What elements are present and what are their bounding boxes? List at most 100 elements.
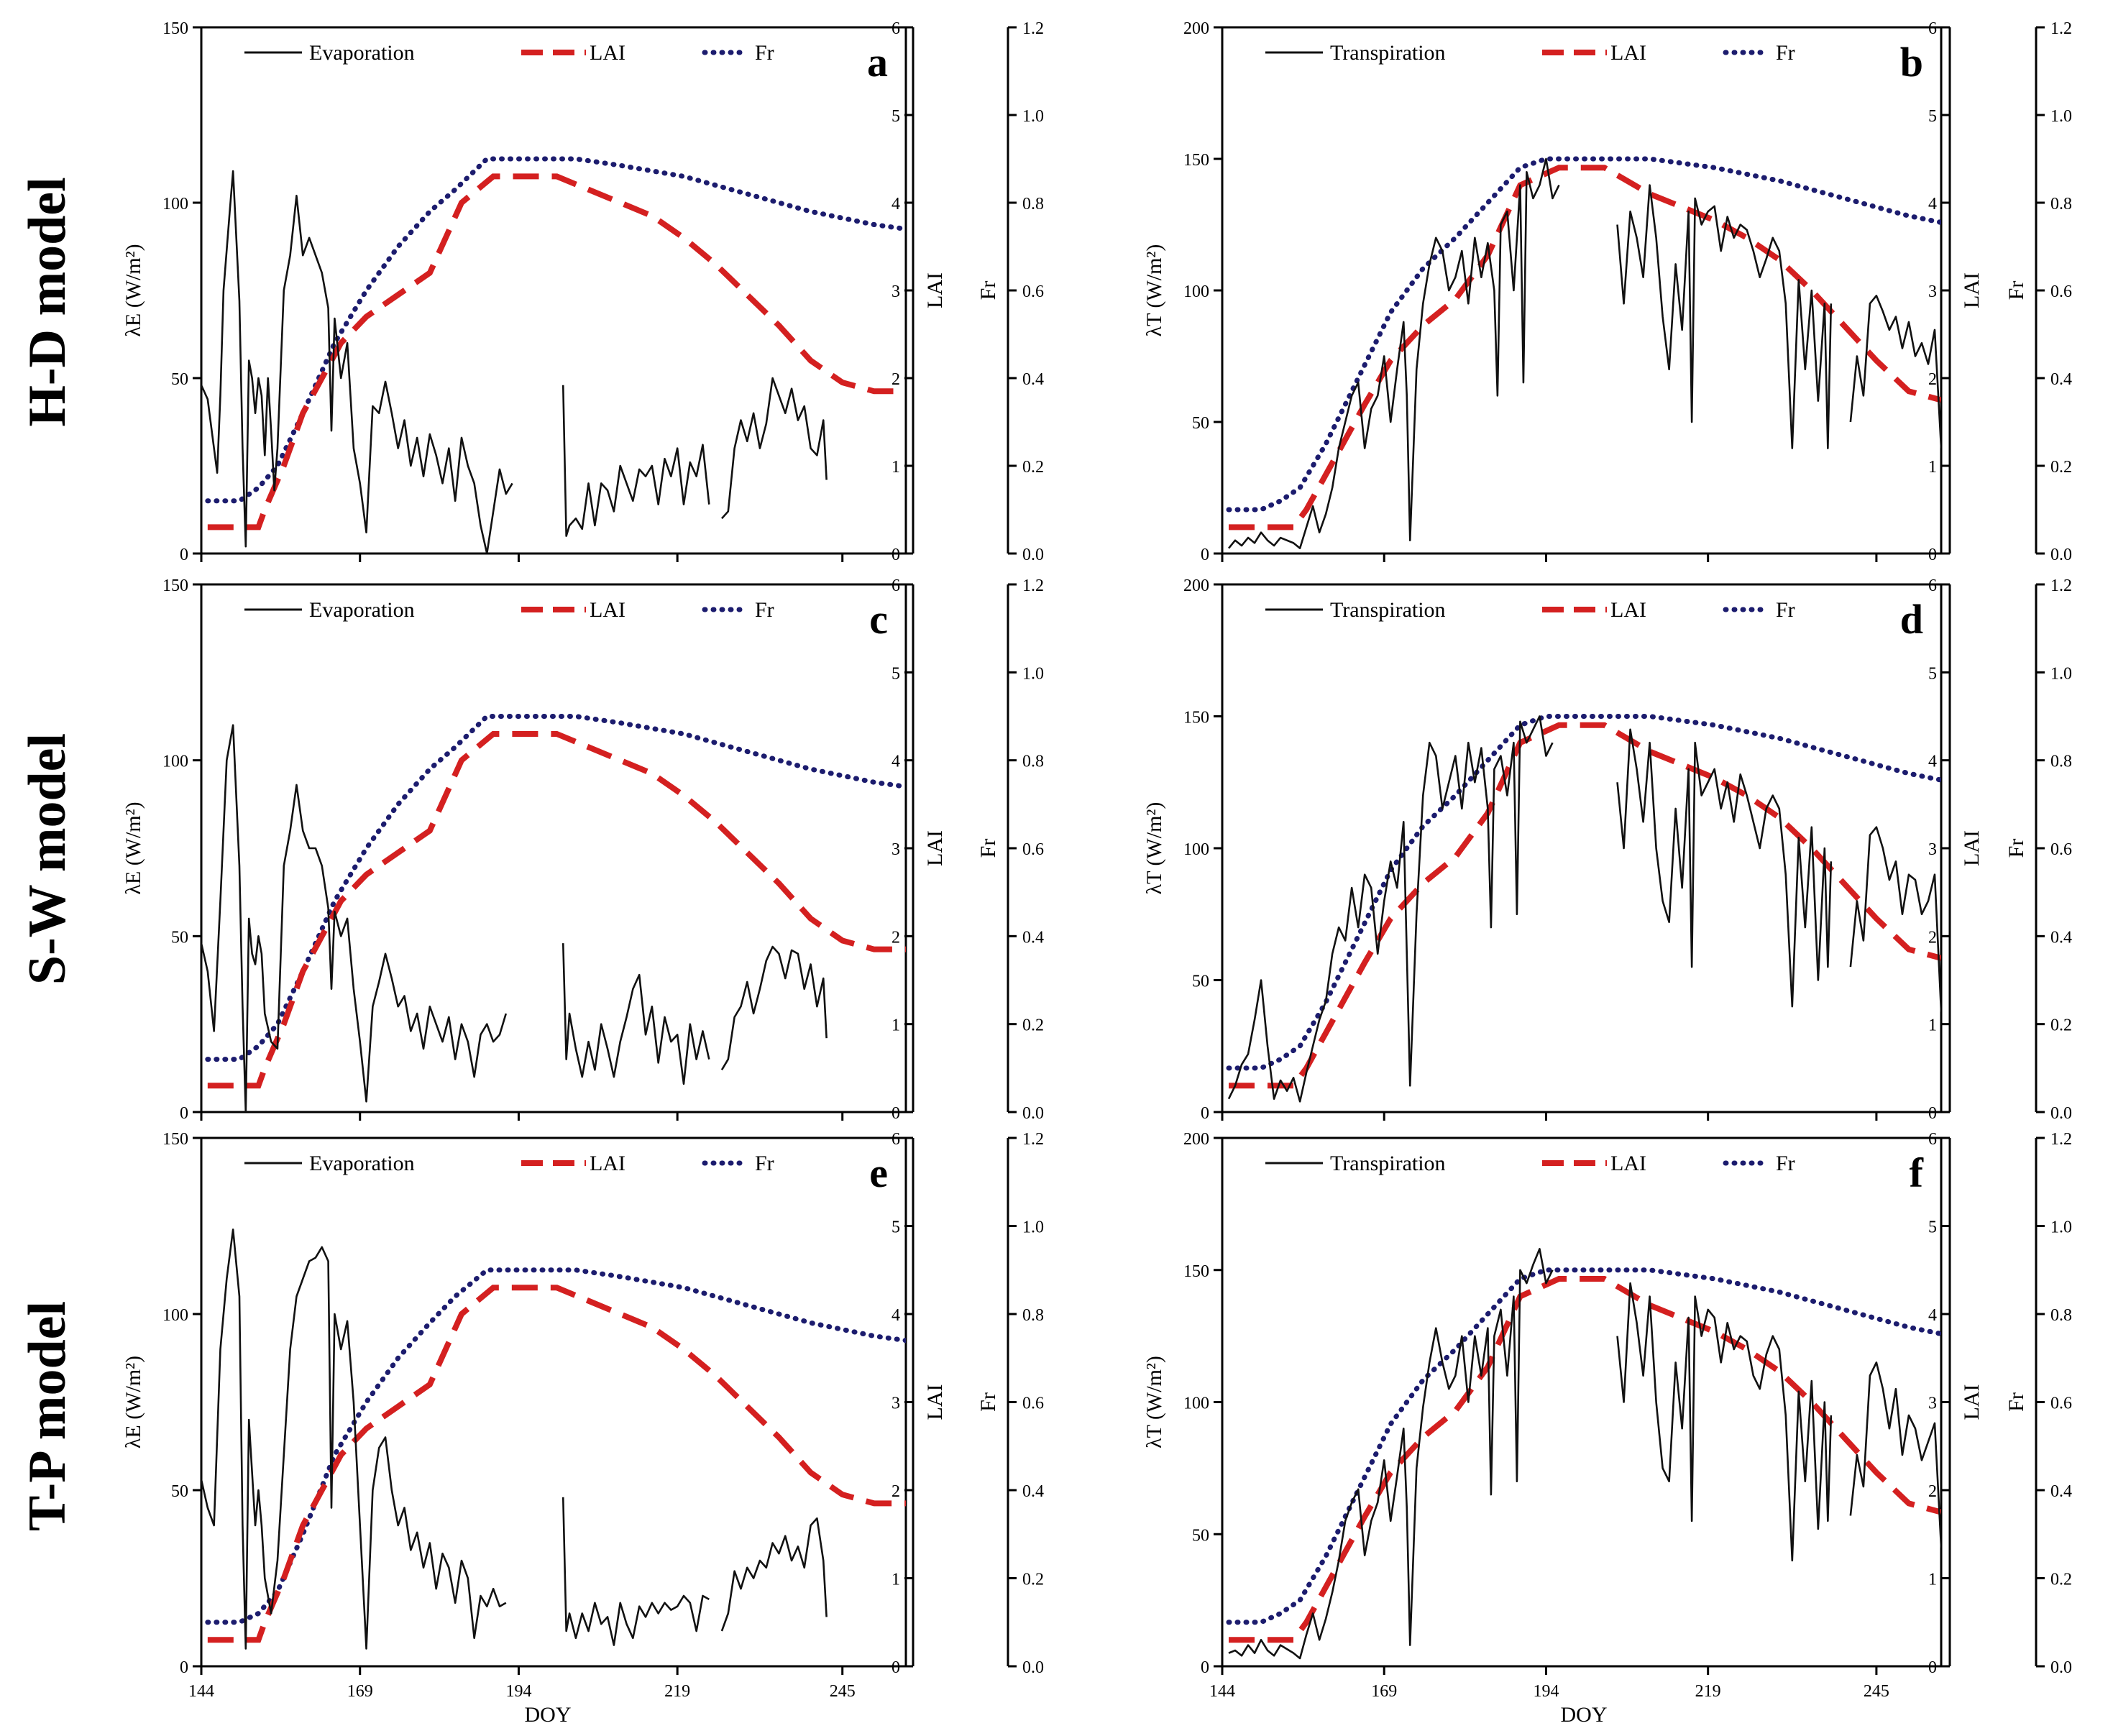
flux-series-line-segment-2 bbox=[1616, 728, 1833, 1008]
y-tick-label: 100 bbox=[1183, 840, 1209, 859]
lai-tick-label: 1 bbox=[1928, 1571, 1937, 1589]
fr-tick-label: 0.4 bbox=[2050, 370, 2072, 389]
fr-tick-label: 0.6 bbox=[1022, 840, 1044, 859]
y-tick-label: 50 bbox=[1192, 1526, 1209, 1545]
flux-series-line-segment-3 bbox=[1849, 1361, 1941, 1548]
legend-fr-label: Fr bbox=[1776, 41, 1795, 65]
x-axis-title-right: DOY bbox=[1561, 1703, 1608, 1727]
flux-series-line-segment-1 bbox=[201, 724, 508, 1112]
lai-tick-label: 4 bbox=[892, 753, 900, 771]
lai-tick-label: 2 bbox=[892, 928, 900, 947]
legend-lai-label: LAI bbox=[590, 598, 625, 622]
x-tick-label: 219 bbox=[1695, 1682, 1721, 1701]
lai-tick-label: 5 bbox=[1928, 664, 1937, 683]
flux-series-line-segment-2 bbox=[1616, 184, 1833, 449]
fr-tick-label: 0.8 bbox=[1022, 1306, 1044, 1325]
fr-tick-label: 1.0 bbox=[2050, 664, 2072, 683]
plot-area bbox=[201, 156, 906, 554]
legend-flux-label: Evaporation bbox=[309, 41, 415, 65]
fr-tick-label: 0.4 bbox=[1022, 928, 1044, 947]
row-label-sw: S-W model bbox=[18, 733, 77, 985]
lai-tick-label: 3 bbox=[1928, 1395, 1937, 1413]
y-tick-label: 50 bbox=[1192, 973, 1209, 991]
y-tick-label: 150 bbox=[162, 1130, 188, 1149]
x-tick-label: 194 bbox=[505, 1682, 531, 1701]
fr-tick-label: 0.0 bbox=[2050, 546, 2072, 564]
x-tick-label: 245 bbox=[830, 1682, 856, 1701]
lai-tick-label: 6 bbox=[1928, 577, 1937, 595]
plot-area bbox=[1226, 1248, 1941, 1660]
y-tick-label: 100 bbox=[162, 1306, 188, 1325]
lai-tick-label: 0 bbox=[1928, 1104, 1937, 1123]
lai-tick-label: 2 bbox=[1928, 1482, 1937, 1501]
flux-series-line-segment-2 bbox=[562, 1497, 710, 1646]
lai-tick-label: 6 bbox=[892, 577, 900, 595]
flux-series-line-segment-1 bbox=[1228, 1248, 1554, 1660]
panel-d: 0 50 100 150 200 λT (W/m²) 0 1 2 3 4 5 6 LAI 0.0 0.2 0.4… bbox=[1142, 577, 2072, 1123]
y-tick-label: 50 bbox=[171, 928, 188, 947]
lai-axis-title: LAI bbox=[923, 1384, 947, 1420]
y-axis-title: λT (W/m²) bbox=[1142, 244, 1166, 337]
flux-series-line-segment-3 bbox=[1849, 295, 1941, 449]
panel-letter: d bbox=[1900, 596, 1923, 643]
fr-tick-label: 0.4 bbox=[1022, 1482, 1044, 1501]
panel-b: 0 50 100 150 200 λT (W/m²) 0 1 2 3 4 5 6 LAI 0.0 0.2 0.4… bbox=[1142, 19, 2072, 564]
plot-area bbox=[1226, 156, 1941, 549]
fr-tick-label: 1.0 bbox=[1022, 107, 1044, 126]
x-tick-label: 144 bbox=[188, 1682, 214, 1701]
lai-tick-label: 6 bbox=[892, 1130, 900, 1149]
lai-tick-label: 5 bbox=[1928, 107, 1937, 126]
y-tick-label: 200 bbox=[1183, 577, 1209, 595]
y-axis-title: λE (W/m²) bbox=[122, 244, 145, 336]
fr-tick-label: 0.4 bbox=[2050, 1482, 2072, 1501]
plot-frame bbox=[200, 26, 907, 555]
legend-fr-label: Fr bbox=[755, 598, 774, 622]
fr-series-line bbox=[205, 714, 906, 1062]
lai-tick-label: 3 bbox=[892, 283, 900, 301]
lai-tick-label: 1 bbox=[892, 458, 900, 477]
fr-tick-label: 0.0 bbox=[2050, 1104, 2072, 1123]
lai-tick-label: 4 bbox=[892, 1306, 900, 1325]
y-axis-title: λE (W/m²) bbox=[122, 802, 145, 894]
y-axis-title: λE (W/m²) bbox=[122, 1356, 145, 1448]
y-tick-label: 150 bbox=[1183, 1262, 1209, 1281]
flux-series-line-segment-3 bbox=[720, 377, 828, 520]
fr-tick-label: 0.8 bbox=[2050, 195, 2072, 213]
legend-lai-label: LAI bbox=[1610, 598, 1646, 622]
lai-tick-label: 3 bbox=[892, 1395, 900, 1413]
lai-tick-label: 5 bbox=[1928, 1218, 1937, 1237]
fr-tick-label: 0.4 bbox=[1022, 370, 1044, 389]
fr-tick-label: 0.4 bbox=[2050, 928, 2072, 947]
lai-tick-label: 3 bbox=[892, 840, 900, 859]
lai-axis-title: LAI bbox=[1960, 830, 1984, 866]
lai-tick-label: 0 bbox=[892, 546, 900, 564]
fr-tick-label: 0.2 bbox=[1022, 1016, 1044, 1035]
y-tick-label: 0 bbox=[180, 1658, 188, 1677]
legend-fr-label: Fr bbox=[755, 1152, 774, 1175]
lai-tick-label: 4 bbox=[1928, 195, 1937, 213]
fr-tick-label: 0.2 bbox=[2050, 458, 2072, 477]
legend-flux-label: Transpiration bbox=[1330, 41, 1446, 65]
lai-axis-title: LAI bbox=[923, 272, 947, 308]
legend-flux-label: Transpiration bbox=[1330, 598, 1446, 622]
y-axis-title: λT (W/m²) bbox=[1142, 802, 1166, 895]
fr-tick-label: 0.8 bbox=[2050, 1306, 2072, 1325]
fr-tick-label: 0.6 bbox=[2050, 1395, 2072, 1413]
fr-tick-label: 0.0 bbox=[1022, 1658, 1044, 1677]
panel-f: 0 50 100 150 200 λT (W/m²) 144 169 194 219 245 0 1 2 3… bbox=[1142, 1130, 2072, 1701]
y-tick-label: 50 bbox=[171, 370, 188, 389]
fr-tick-label: 1.0 bbox=[2050, 1218, 2072, 1237]
lai-tick-label: 2 bbox=[1928, 928, 1937, 947]
y-tick-label: 0 bbox=[1201, 546, 1209, 564]
fr-tick-label: 0.6 bbox=[1022, 1395, 1044, 1413]
legend-flux-label: Transpiration bbox=[1330, 1152, 1446, 1175]
legend-flux-label: Evaporation bbox=[309, 1152, 415, 1175]
flux-series-line-segment-1 bbox=[201, 170, 513, 554]
fr-series-line bbox=[205, 1267, 906, 1625]
fr-axis-title: Fr bbox=[976, 281, 1000, 300]
fr-tick-label: 1.0 bbox=[1022, 664, 1044, 683]
fr-tick-label: 0.2 bbox=[2050, 1571, 2072, 1589]
lai-tick-label: 4 bbox=[892, 195, 900, 213]
panel-letter: c bbox=[869, 596, 888, 643]
lai-tick-label: 6 bbox=[1928, 1130, 1937, 1149]
